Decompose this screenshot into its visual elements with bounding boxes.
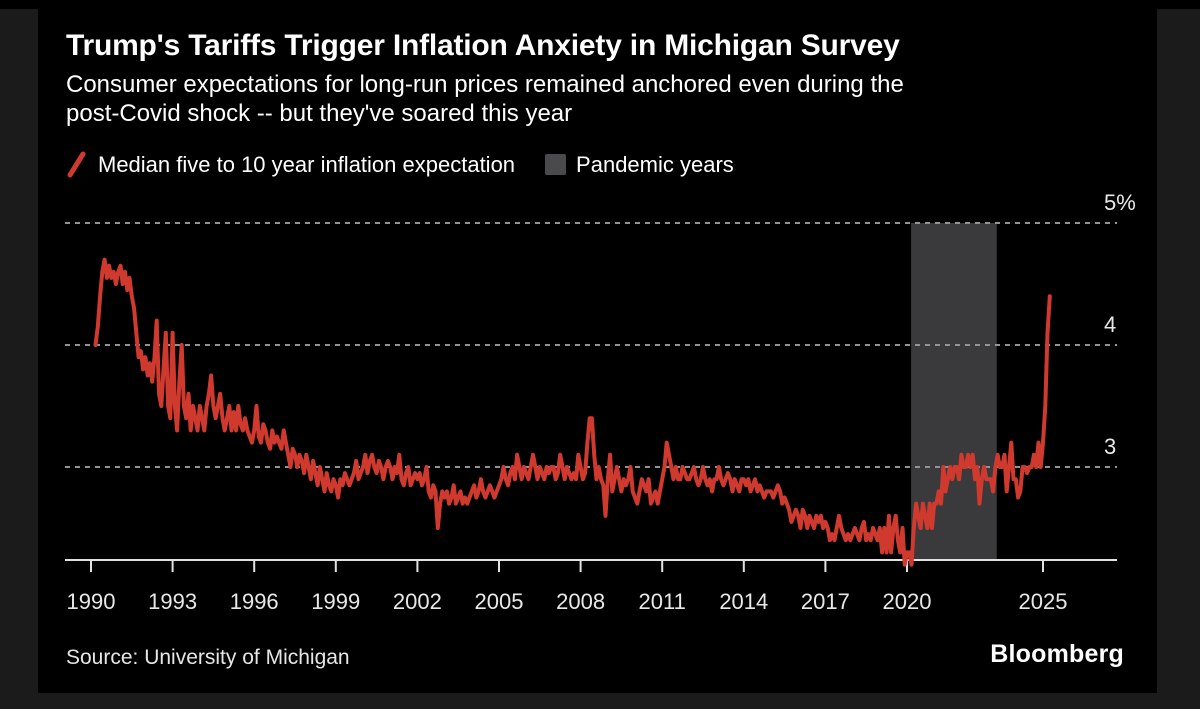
- gray-square-icon: [545, 154, 567, 175]
- x-axis-label-1993: 1993: [148, 589, 197, 614]
- x-axis-label-2011: 2011: [639, 589, 686, 614]
- x-axis-label-2020: 2020: [883, 589, 932, 614]
- source-note: Source: University of Michigan: [66, 646, 350, 669]
- chart-subtitle: Consumer expectations for long-run price…: [66, 70, 1141, 129]
- legend-item-median-expectation: Median five to 10 year inflation expecta…: [66, 151, 515, 178]
- chart-card: Trump's Tariffs Trigger Inflation Anxiet…: [38, 9, 1157, 693]
- legend-item-pandemic-years: Pandemic years: [545, 152, 734, 178]
- page-title: Trump's Tariffs Trigger Inflation Anxiet…: [66, 29, 900, 62]
- x-axis-label-2008: 2008: [556, 589, 605, 614]
- y-axis-label-4: 4: [1104, 312, 1116, 337]
- x-axis-label-2005: 2005: [475, 589, 524, 614]
- y-axis-label-3: 3: [1104, 434, 1116, 459]
- legend-label-median-expectation: Median five to 10 year inflation expecta…: [98, 151, 516, 177]
- x-axis-label-1999: 1999: [311, 589, 360, 614]
- chart-legend: Median five to 10 year inflation expecta…: [66, 151, 734, 178]
- inflation-line-chart: 5% 4 3 1990 1993 1996 1999 2002 2005 2008 2011 2014…: [65, 190, 1136, 614]
- x-axis-label-2002: 2002: [393, 589, 442, 614]
- pandemic-years-band: [911, 223, 997, 560]
- x-axis-label-1990: 1990: [67, 589, 116, 614]
- subtitle-line-1: Consumer expectations for long-run price…: [66, 71, 904, 98]
- subtitle-line-2: post-Covid shock -- but they've soared t…: [66, 100, 573, 128]
- red-line-slash-icon: [67, 151, 86, 178]
- x-axis-label-1996: 1996: [230, 589, 279, 614]
- bloomberg-logo: Bloomberg: [990, 640, 1124, 668]
- x-axis-label-2014: 2014: [719, 589, 768, 614]
- legend-label-pandemic-years: Pandemic years: [576, 151, 734, 177]
- y-axis-label-5: 5%: [1104, 190, 1136, 215]
- x-axis-label-2025: 2025: [1019, 589, 1068, 614]
- median-inflation-expectation-line: [93, 257, 1052, 567]
- x-axis-label-2017: 2017: [801, 589, 850, 614]
